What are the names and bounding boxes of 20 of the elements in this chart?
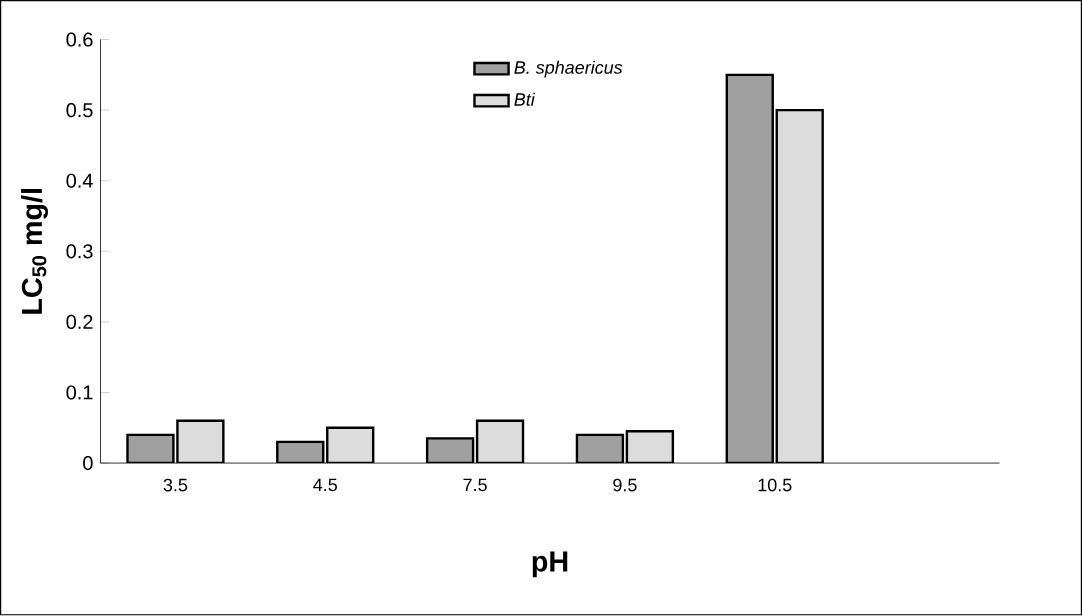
y-tick-label: 0.2 — [66, 315, 93, 330]
x-tick-label: 3.5 — [163, 478, 188, 492]
bar — [326, 426, 375, 464]
bar — [475, 419, 525, 464]
y-axis-title: LC$_{50}$ mg/l — [21, 189, 48, 314]
y-tick-label: 0.6 — [66, 32, 93, 47]
x-tick-label: 9.5 — [613, 478, 637, 492]
y-tick-label: 0.5 — [66, 103, 93, 118]
y-tick-label: 0.3 — [66, 244, 93, 259]
x-tick-label: 10.5 — [758, 478, 792, 492]
x-tick-label: 4.5 — [313, 478, 337, 492]
x-axis-title: pH — [532, 551, 568, 578]
y-tick-label: 0 — [83, 456, 93, 471]
y-tick-label: 0.1 — [66, 385, 93, 400]
legend-label: Bti — [514, 92, 536, 107]
bar — [775, 109, 824, 464]
x-tick-label: 7.5 — [463, 478, 487, 492]
bar — [725, 73, 774, 464]
y-tick-label: 0.4 — [66, 173, 93, 189]
legend-label: B. sphaericus — [514, 60, 623, 78]
